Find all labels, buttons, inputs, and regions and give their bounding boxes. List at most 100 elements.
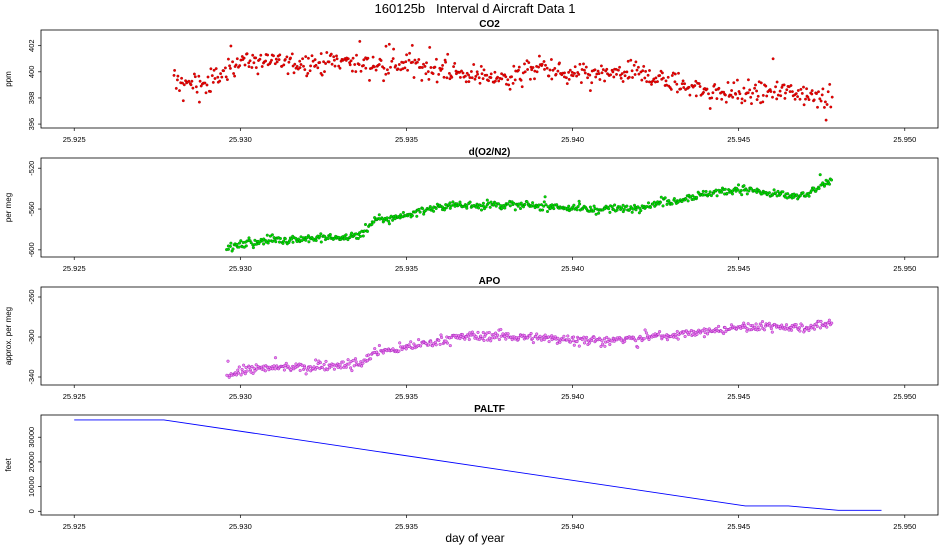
data-point xyxy=(812,186,816,190)
data-point xyxy=(587,341,591,345)
data-point xyxy=(477,337,481,342)
data-point xyxy=(563,71,566,75)
data-point xyxy=(223,66,227,70)
data-point xyxy=(195,90,199,94)
data-point xyxy=(324,359,328,363)
data-point xyxy=(270,58,273,62)
data-point xyxy=(172,73,176,77)
data-point xyxy=(535,332,539,336)
x-tick-label: 25.945 xyxy=(727,135,750,144)
data-point xyxy=(298,66,302,70)
data-point xyxy=(711,91,715,95)
data-point xyxy=(724,100,728,104)
data-point xyxy=(308,365,312,369)
data-point xyxy=(403,66,407,70)
data-point xyxy=(251,53,255,57)
data-point xyxy=(784,91,787,95)
data-point xyxy=(225,78,229,82)
data-point xyxy=(415,214,419,218)
data-point xyxy=(644,69,648,73)
data-point xyxy=(567,204,571,208)
data-point xyxy=(558,340,562,344)
data-point xyxy=(270,239,275,243)
data-point xyxy=(181,99,185,103)
data-point xyxy=(658,330,662,334)
data-point xyxy=(282,368,286,372)
y-tick-label: -340 xyxy=(27,369,36,384)
data-point xyxy=(411,60,415,64)
x-tick-label: 25.935 xyxy=(395,135,418,144)
data-point xyxy=(354,360,358,364)
data-point xyxy=(821,181,825,185)
data-point xyxy=(542,204,546,208)
x-tick-label: 25.935 xyxy=(395,522,418,531)
data-point xyxy=(277,240,282,244)
data-point xyxy=(774,85,778,89)
data-point xyxy=(460,69,463,73)
data-point xyxy=(750,102,753,106)
x-tick-label: 25.940 xyxy=(561,135,584,144)
data-point xyxy=(493,201,497,205)
data-point xyxy=(816,105,819,109)
data-point xyxy=(210,74,214,78)
data-point xyxy=(298,59,302,63)
data-point xyxy=(717,86,721,90)
data-point xyxy=(620,206,624,210)
data-point xyxy=(688,330,692,334)
data-point xyxy=(182,83,186,87)
data-point xyxy=(370,222,374,226)
data-point xyxy=(659,195,663,199)
data-point xyxy=(194,85,198,89)
data-point xyxy=(180,76,184,80)
data-point xyxy=(684,197,688,201)
y-tick-label: -520 xyxy=(27,161,36,176)
data-point xyxy=(174,86,178,90)
data-point xyxy=(807,328,811,333)
data-point xyxy=(226,359,230,363)
data-point xyxy=(745,192,749,196)
data-point xyxy=(302,64,305,68)
data-point xyxy=(187,79,191,83)
data-point xyxy=(767,191,771,195)
data-point xyxy=(488,336,492,340)
data-point xyxy=(197,100,201,104)
data-point xyxy=(503,206,507,210)
data-point xyxy=(344,233,348,237)
data-point xyxy=(693,84,697,88)
data-point xyxy=(417,58,421,61)
data-point xyxy=(665,338,670,342)
data-point xyxy=(708,107,712,110)
data-point xyxy=(582,68,586,72)
data-point xyxy=(212,68,216,72)
data-point xyxy=(583,71,587,75)
data-point xyxy=(519,78,523,82)
data-point xyxy=(326,237,330,241)
data-point xyxy=(547,340,551,344)
data-point xyxy=(753,86,757,90)
data-point xyxy=(287,239,292,243)
data-point xyxy=(625,204,629,208)
data-point xyxy=(354,232,358,236)
x-tick-label: 25.930 xyxy=(229,264,252,273)
data-point xyxy=(567,77,571,81)
data-point xyxy=(484,205,488,209)
data-point xyxy=(525,200,529,204)
data-point xyxy=(578,202,582,206)
data-point xyxy=(287,60,291,64)
data-point xyxy=(784,323,789,327)
data-point xyxy=(314,63,318,67)
data-point xyxy=(812,327,817,331)
data-point xyxy=(517,336,521,340)
data-point xyxy=(193,75,197,79)
data-point xyxy=(374,68,378,72)
data-point xyxy=(702,90,705,94)
data-point xyxy=(677,71,680,75)
data-point xyxy=(584,65,588,69)
data-point xyxy=(512,201,516,205)
data-point xyxy=(489,72,493,76)
data-point xyxy=(511,81,515,85)
data-point xyxy=(238,64,242,68)
panel-title: CO2 xyxy=(479,19,500,30)
data-point xyxy=(451,200,455,204)
data-point xyxy=(513,78,517,82)
